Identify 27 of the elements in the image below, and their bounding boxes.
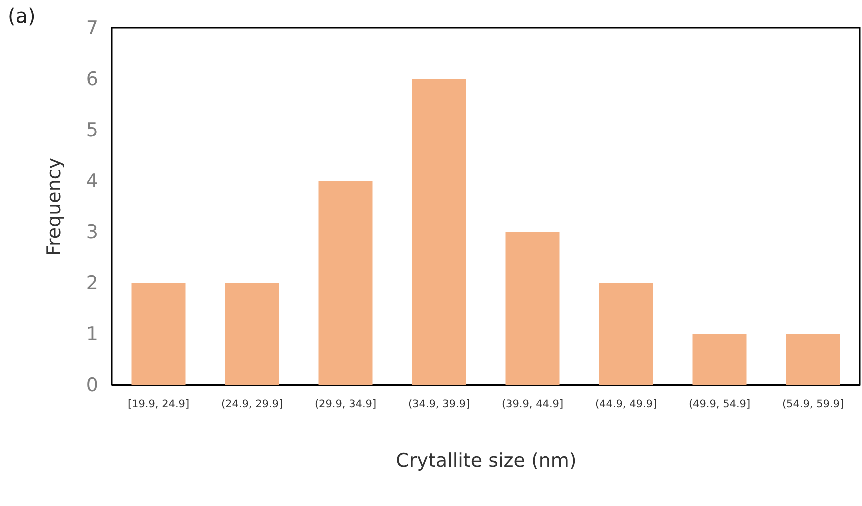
- y-tick-label: 0: [86, 374, 98, 396]
- y-tick-label: 1: [86, 324, 98, 346]
- bar: [132, 283, 186, 385]
- bar: [599, 283, 654, 385]
- bar: [692, 334, 747, 385]
- x-tick-label: (54.9, 59.9]: [782, 398, 844, 410]
- x-tick-label: (24.9, 29.9]: [221, 398, 284, 410]
- y-tick-label: 4: [86, 170, 98, 192]
- bar: [506, 232, 560, 385]
- y-tick-label: 6: [86, 68, 98, 90]
- y-tick-label: 5: [86, 120, 98, 142]
- y-tick-label: 2: [86, 272, 98, 294]
- y-axis-title: Frequency: [43, 158, 66, 256]
- bar: [225, 283, 280, 385]
- x-axis-title: Crytallite size (nm): [396, 450, 577, 472]
- x-tick-label: (44.9, 49.9]: [595, 398, 658, 410]
- y-tick-label: 7: [86, 18, 98, 40]
- bar: [318, 181, 373, 385]
- x-tick-label: (29.9, 34.9]: [314, 398, 377, 410]
- y-tick-label: 3: [86, 222, 98, 244]
- bar: [412, 79, 466, 385]
- bar: [786, 334, 840, 385]
- x-tick-label: [19.9, 24.9]: [128, 398, 190, 410]
- x-tick-label: (34.9, 39.9]: [408, 398, 470, 410]
- x-tick-label: (49.9, 54.9]: [688, 398, 751, 410]
- text: (a): [8, 4, 36, 28]
- x-tick-label: (39.9, 44.9]: [502, 398, 564, 410]
